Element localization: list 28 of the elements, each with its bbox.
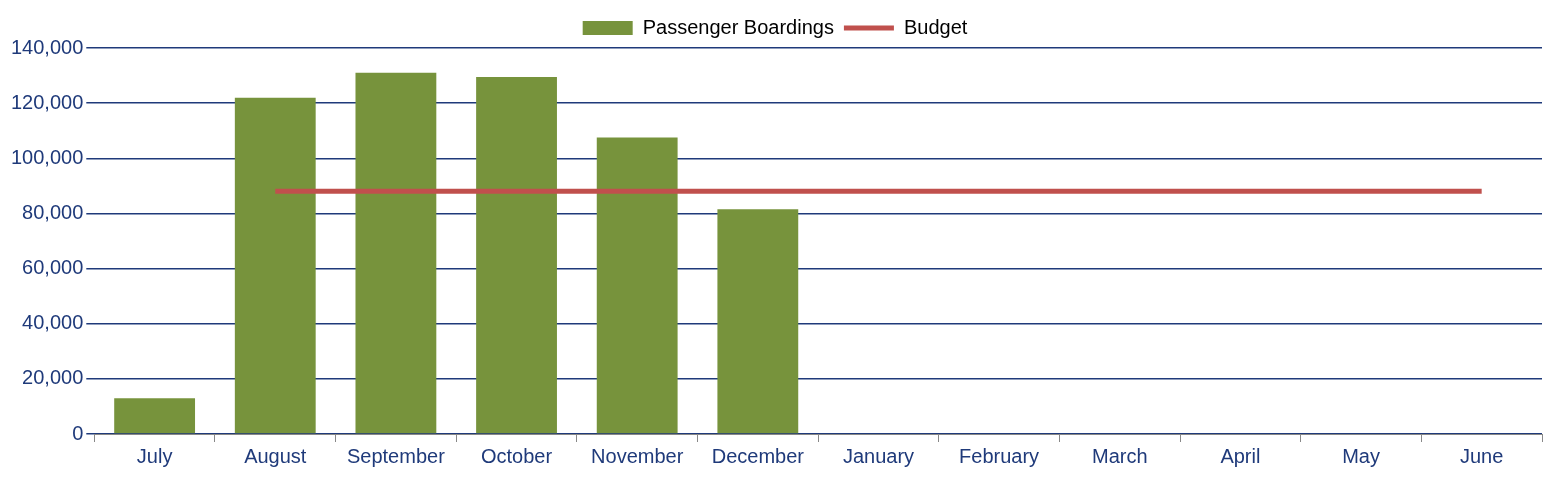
bar <box>476 76 557 434</box>
x-tick-label: June <box>1459 444 1504 467</box>
x-tick-label: February <box>959 444 1040 467</box>
bar <box>717 209 799 434</box>
bar <box>596 137 678 434</box>
y-tick-label: 40,000 <box>22 311 84 334</box>
bar <box>234 97 316 434</box>
x-tick-label: July <box>136 444 173 467</box>
bar <box>355 72 437 434</box>
x-tick-label: August <box>244 444 307 467</box>
x-tick-label: November <box>591 444 684 467</box>
legend-label: Budget <box>903 15 968 38</box>
y-tick-label: 120,000 <box>11 90 84 113</box>
x-tick-label: March <box>1091 444 1148 467</box>
y-tick-label: 80,000 <box>22 200 84 223</box>
y-tick-label: 20,000 <box>22 366 84 389</box>
bar <box>114 398 196 434</box>
x-tick-label: April <box>1220 444 1261 467</box>
x-tick-label: January <box>842 444 915 467</box>
y-tick-label: 100,000 <box>11 145 84 168</box>
x-tick-label: May <box>1342 444 1380 467</box>
x-tick-label: October <box>480 444 553 467</box>
legend-label: Passenger Boardings <box>642 15 834 38</box>
y-tick-label: 140,000 <box>11 35 84 58</box>
x-tick-label: September <box>346 444 446 467</box>
y-tick-label: 0 <box>72 421 84 444</box>
x-tick-label: December <box>711 444 805 467</box>
y-tick-label: 60,000 <box>22 256 84 279</box>
